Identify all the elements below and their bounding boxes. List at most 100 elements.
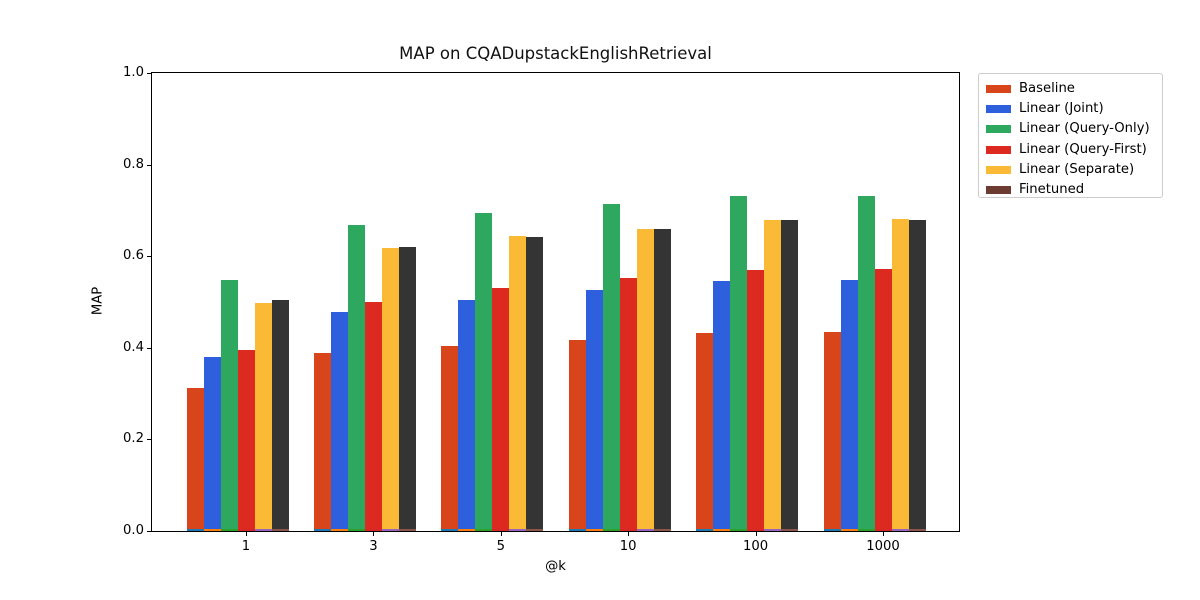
x-tick-label: 100	[743, 539, 769, 554]
legend-swatch-linear-query-first	[986, 145, 1011, 154]
base-strip	[781, 528, 799, 531]
x-tick-mark	[755, 532, 757, 536]
y-tick-mark	[147, 164, 151, 166]
bar-finetuned	[526, 236, 544, 531]
bar-linear-query-only	[857, 195, 875, 531]
base-strip	[636, 528, 654, 531]
base-strip	[475, 528, 493, 531]
base-strip	[653, 528, 671, 531]
bar-linear-query-first	[619, 278, 637, 531]
x-tick-mark	[628, 532, 630, 536]
bar-baseline	[441, 345, 459, 531]
base-strip	[823, 528, 841, 531]
bar-linear-separate	[636, 229, 654, 531]
legend-label: Linear (Separate)	[1019, 161, 1135, 177]
bar-baseline	[568, 340, 586, 531]
legend-label: Linear (Joint)	[1019, 101, 1104, 117]
base-strip	[585, 528, 603, 531]
bar-linear-separate	[891, 219, 909, 531]
base-strip	[254, 528, 272, 531]
x-tick-label: 1000	[866, 539, 900, 554]
bar-finetuned	[653, 229, 671, 531]
base-strip	[857, 528, 875, 531]
x-tick-label: 3	[369, 539, 378, 554]
bar-linear-query-only	[347, 225, 365, 531]
base-strip	[492, 528, 510, 531]
legend-swatch-linear-query-only	[986, 125, 1011, 134]
base-strip	[908, 528, 926, 531]
base-strip	[696, 528, 714, 531]
bar-linear-query-first	[237, 350, 255, 531]
y-tick-mark	[147, 439, 151, 441]
plot-area	[151, 72, 960, 532]
base-strip	[364, 528, 382, 531]
bar-linear-query-only	[220, 280, 238, 531]
bar-linear-joint	[585, 290, 603, 531]
y-tick-mark	[147, 347, 151, 349]
base-strip	[237, 528, 255, 531]
bar-linear-joint	[713, 281, 731, 531]
legend-swatch-finetuned	[986, 186, 1011, 195]
bar-linear-joint	[840, 280, 858, 531]
legend-label: Linear (Query-First)	[1019, 141, 1147, 157]
base-strip	[347, 528, 365, 531]
x-tick-label: 10	[619, 539, 637, 554]
base-strip	[220, 528, 238, 531]
bar-baseline	[186, 388, 204, 531]
bar-linear-query-only	[602, 203, 620, 531]
base-strip	[313, 528, 331, 531]
bar-linear-query-first	[747, 270, 765, 531]
legend-item-linear-query-first: Linear (Query-First)	[986, 140, 1162, 160]
legend-swatch-linear-joint	[986, 105, 1011, 114]
base-strip	[330, 528, 348, 531]
base-strip	[713, 528, 731, 531]
legend-item-linear-query-only: Linear (Query-Only)	[986, 119, 1162, 139]
base-strip	[458, 528, 476, 531]
legend-swatch-linear-separate	[986, 165, 1011, 174]
bar-finetuned	[398, 247, 416, 531]
y-tick-mark	[147, 73, 151, 74]
x-tick-mark	[883, 532, 884, 536]
base-strip	[441, 528, 459, 531]
base-strip	[271, 528, 289, 531]
base-strip	[398, 528, 416, 531]
legend-label: Baseline	[1019, 81, 1075, 97]
base-strip	[509, 528, 527, 531]
x-tick-label: 5	[496, 539, 505, 554]
bar-finetuned	[271, 300, 289, 531]
legend-item-linear-joint: Linear (Joint)	[986, 99, 1162, 119]
base-strip	[186, 528, 204, 531]
bar-linear-separate	[764, 220, 782, 531]
legend-item-linear-separate: Linear (Separate)	[986, 160, 1162, 180]
bar-baseline	[696, 333, 714, 531]
chart-title: MAP on CQADupstackEnglishRetrieval	[399, 44, 712, 63]
x-tick-label: 1	[241, 539, 251, 554]
y-tick-label: 1.0	[123, 65, 144, 80]
legend-label: Finetuned	[1019, 182, 1085, 198]
bar-finetuned	[781, 220, 799, 531]
bar-linear-joint	[203, 356, 221, 531]
bar-linear-query-first	[874, 269, 892, 531]
y-axis-label: MAP	[90, 286, 106, 316]
y-tick-label: 0.0	[123, 523, 144, 538]
base-strip	[619, 528, 637, 531]
x-axis-label: @k	[545, 559, 566, 574]
legend: Baseline Linear (Joint) Linear (Query-Only…	[978, 73, 1163, 198]
legend-label: Linear (Query-Only)	[1019, 121, 1150, 137]
bar-linear-query-first	[364, 302, 382, 531]
base-strip	[840, 528, 858, 531]
bar-baseline	[313, 353, 331, 531]
base-strip	[730, 528, 748, 531]
bar-linear-separate	[254, 302, 272, 531]
bar-linear-separate	[381, 248, 399, 531]
base-strip	[381, 528, 399, 531]
bar-linear-joint	[458, 300, 476, 531]
legend-swatch-baseline	[986, 85, 1011, 94]
base-strip	[568, 528, 586, 531]
y-tick-label: 0.2	[123, 431, 144, 447]
base-strip	[526, 528, 544, 531]
y-tick-label: 0.8	[123, 156, 144, 172]
legend-item-baseline: Baseline	[986, 79, 1162, 99]
base-strip	[891, 528, 909, 531]
x-tick-mark	[373, 532, 375, 536]
